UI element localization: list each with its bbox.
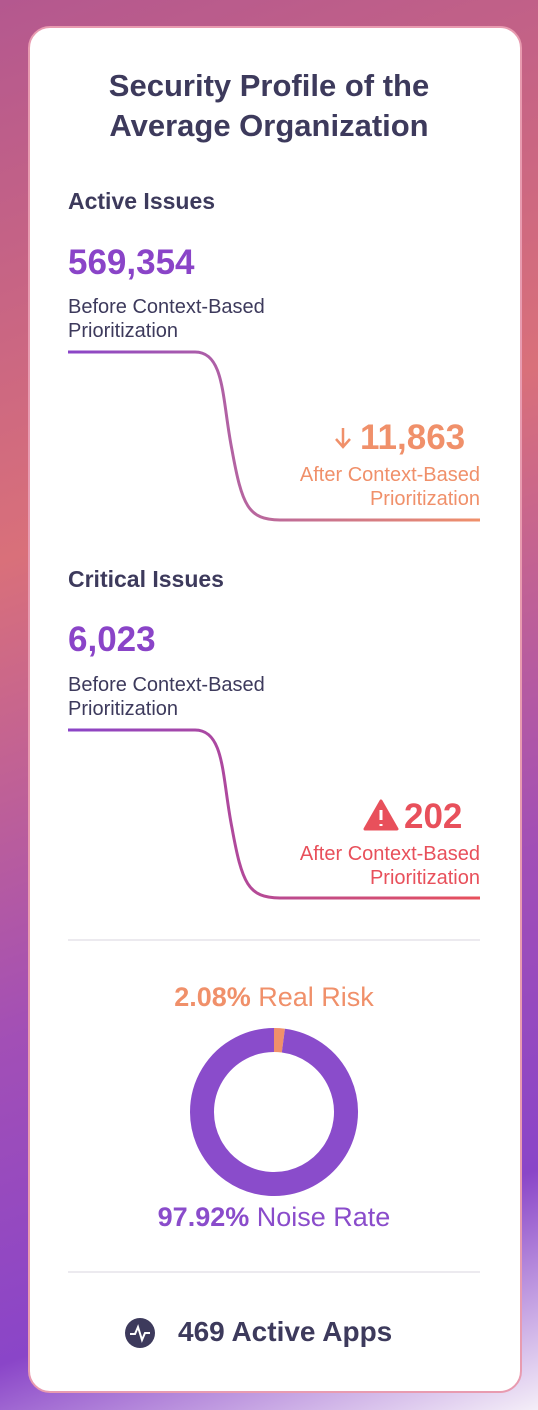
noise-value: 97.92% — [157, 1202, 250, 1232]
flow-curve — [68, 350, 480, 522]
before-label: Before Context-Based Prioritization — [68, 674, 265, 720]
donut-slice — [190, 1028, 359, 1196]
down-arrow-icon — [335, 428, 351, 449]
after-value: 11,863 — [360, 418, 466, 457]
pulse-mark — [130, 1324, 150, 1343]
flow-curve — [68, 728, 480, 900]
donut-slice — [273, 1027, 285, 1053]
risk-value: 2.08% — [174, 982, 251, 1012]
section-heading: Critical Issues — [68, 566, 224, 592]
noise-label: Noise Rate — [256, 1202, 391, 1232]
after-label: After Context-Based Prioritization — [299, 464, 480, 510]
before-value: 6,023 — [68, 620, 156, 659]
title: Security Profile of the Average Organiza… — [108, 68, 430, 143]
footer: 469 Active Apps — [178, 1316, 393, 1347]
risk-label: Real Risk — [258, 982, 374, 1012]
risk-caption: 2.08% Real Risk — [30, 982, 518, 1013]
donut — [190, 1027, 359, 1196]
noise-caption: 97.92% Noise Rate — [30, 1202, 518, 1233]
section-heading: Active Issues — [68, 188, 216, 214]
before-label: Before Context-Based Prioritization — [68, 296, 265, 342]
card — [28, 26, 522, 1393]
after-value: 202 — [404, 797, 463, 836]
after-label: After Context-Based Prioritization — [299, 843, 480, 889]
before-value: 569,354 — [68, 243, 195, 282]
